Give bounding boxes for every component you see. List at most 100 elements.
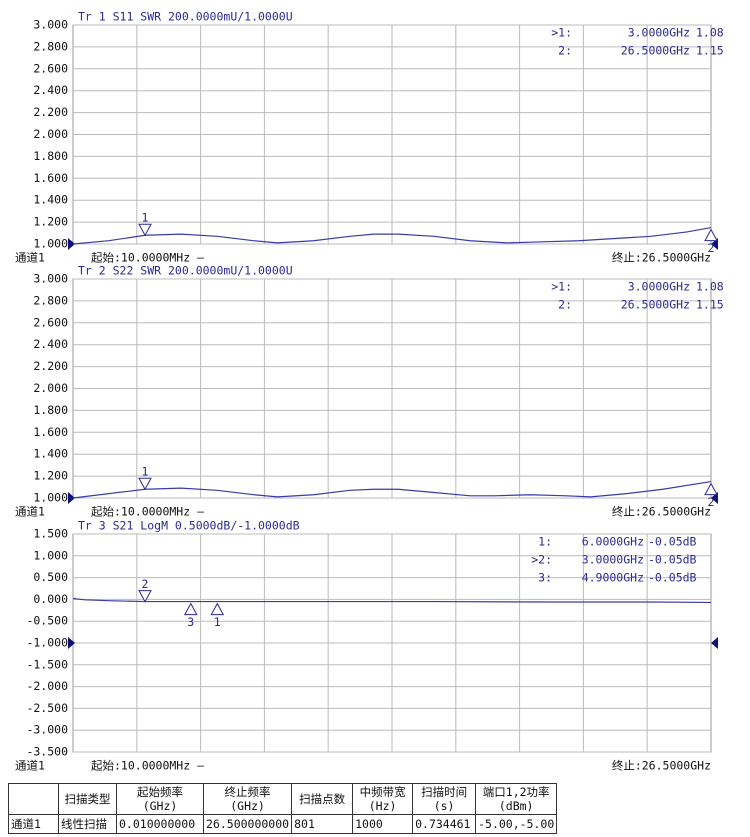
header-cell: 扫描点数 [291, 783, 354, 815]
settings-table: 扫描类型 起始频率 (GHz) 终止频率 (GHz) 扫描点数 中频带宽 (Hz) 扫描时间 (s… [8, 783, 558, 834]
marker-freq: 26.5000GHz [621, 44, 690, 58]
table-cell: 1000 [352, 814, 414, 834]
header-cell: 中频带宽 (Hz) [352, 783, 414, 815]
header-cell: 扫描时间 (s) [412, 783, 477, 815]
header-text: 端口1,2功率 [482, 785, 550, 799]
marker-tag: 3: [538, 571, 552, 585]
y-tick-label: 1.400 [33, 193, 68, 207]
marker-freq: 3.0000GHz [628, 26, 690, 40]
marker-triangle [704, 228, 718, 242]
y-tick-label: -0.500 [26, 614, 68, 628]
header-row: 扫描类型 起始频率 (GHz) 终止频率 (GHz) 扫描点数 中频带宽 (Hz) 扫描时间 (s… [8, 783, 558, 815]
marker-tag: >1: [551, 280, 572, 294]
y-tick-label: 1.400 [33, 447, 68, 461]
start-label: 起始:10.0000MHz — [91, 759, 204, 773]
header-cell: 起始频率 (GHz) [116, 783, 204, 815]
marker-freq: 26.5000GHz [621, 298, 690, 312]
header-text: (Hz) [368, 799, 397, 813]
y-tick-label: 3.000 [33, 18, 68, 32]
header-text: 扫描类型 [64, 792, 111, 806]
table-cell: 801 [291, 814, 354, 834]
marker-triangle [138, 223, 152, 237]
header-cell: 终止频率 (GHz) [202, 783, 293, 815]
marker-freq: 4.9000GHz [582, 571, 644, 585]
y-tick-label: 2.000 [33, 381, 68, 395]
marker-triangle [138, 477, 152, 491]
y-tick-label: 2.800 [33, 293, 68, 307]
marker-number: 3 [187, 615, 194, 629]
trace [72, 480, 712, 499]
table-cell: 26.500000000 [202, 814, 293, 834]
stop-label: 终止:26.5000GHz [612, 251, 711, 265]
marker-tag: >2: [531, 553, 552, 567]
y-tick-label: -1.500 [26, 657, 68, 671]
y-tick-label: 1.000 [33, 237, 68, 251]
header-text: 终止频率 [224, 785, 271, 799]
y-tick-label: 1.200 [33, 469, 68, 483]
marker-triangle [210, 602, 225, 616]
ref-marker [68, 238, 75, 250]
header-text: (GHz) [230, 799, 265, 813]
marker-triangle [138, 590, 152, 603]
ref-marker [68, 637, 75, 649]
table-cell: 线性扫描 [58, 814, 117, 834]
marker-freq: 6.0000GHz [582, 535, 644, 549]
marker-value: 1.15 [696, 44, 724, 58]
table-body: 通道1 线性扫描 0.010000000 26.500000000 801 1000 0.7… [8, 814, 558, 834]
marker-tag: >1: [551, 26, 572, 40]
trace-title: Tr 2 S22 SWR 200.0000mU/1.0000U [78, 264, 293, 278]
y-tick-label: 1.500 [33, 527, 68, 541]
y-tick-label: 0.000 [33, 592, 68, 606]
header-text: 扫描点数 [299, 792, 346, 806]
ref-marker [68, 492, 75, 504]
marker-number: 1 [142, 211, 149, 225]
marker-tag: 2: [558, 44, 572, 58]
marker-value: -0.05dB [648, 553, 697, 567]
header-text: 扫描时间 [421, 785, 468, 799]
y-tick-label: 2.000 [33, 127, 68, 141]
marker-number: 2 [708, 241, 715, 255]
table-cell: 0.010000000 [116, 814, 204, 834]
trace-title: Tr 3 S21 LogM 0.5000dB/-1.0000dB [78, 519, 300, 533]
table-row: 通道1 线性扫描 0.010000000 26.500000000 801 1000 0.7… [8, 814, 558, 834]
trace-title: Tr 1 S11 SWR 200.0000mU/1.0000U [78, 10, 293, 24]
y-tick-label: 2.400 [33, 83, 68, 97]
stop-label: 终止:26.5000GHz [612, 759, 711, 773]
marker-freq: 3.0000GHz [628, 280, 690, 294]
y-tick-label: 1.000 [33, 548, 68, 562]
y-tick-label: 2.400 [33, 337, 68, 351]
marker-value: 1.15 [696, 298, 724, 312]
header-text: (dBm) [498, 799, 534, 813]
table-cell: -5.00,-5.00 [475, 814, 558, 834]
marker-number: 1 [142, 465, 149, 479]
y-tick-label: 1.600 [33, 425, 68, 439]
marker-tag: 1: [538, 535, 552, 549]
header-text: 中频带宽 [359, 785, 406, 799]
table-cell: 0.734461 [412, 814, 477, 834]
header-text: (s) [433, 799, 455, 813]
ref-marker [711, 637, 718, 649]
y-tick-label: 1.000 [33, 491, 68, 505]
header-text: 起始频率 [137, 785, 183, 799]
y-tick-label: 1.800 [33, 403, 68, 417]
marker-triangle [704, 482, 718, 496]
header-cell: 扫描类型 [58, 783, 117, 815]
header-cell: 端口1,2功率 (dBm) [475, 783, 558, 815]
y-tick-label: -3.000 [26, 723, 68, 737]
corner-cell [8, 783, 59, 815]
y-tick-label: 2.200 [33, 105, 68, 119]
channel-label: 通道1 [15, 251, 45, 265]
table-cell: 通道1 [8, 814, 59, 834]
y-tick-label: 2.800 [33, 39, 68, 53]
marker-number: 2 [142, 577, 149, 591]
y-tick-label: 2.600 [33, 61, 68, 75]
marker-triangle [183, 602, 198, 616]
header-text: (GHz) [142, 799, 178, 813]
y-tick-label: 1.800 [33, 149, 68, 163]
marker-number: 1 [214, 615, 221, 629]
y-tick-label: 1.600 [33, 171, 68, 185]
channel-label: 通道1 [15, 759, 45, 773]
marker-value: -0.05dB [648, 571, 697, 585]
marker-tag: 2: [558, 298, 572, 312]
